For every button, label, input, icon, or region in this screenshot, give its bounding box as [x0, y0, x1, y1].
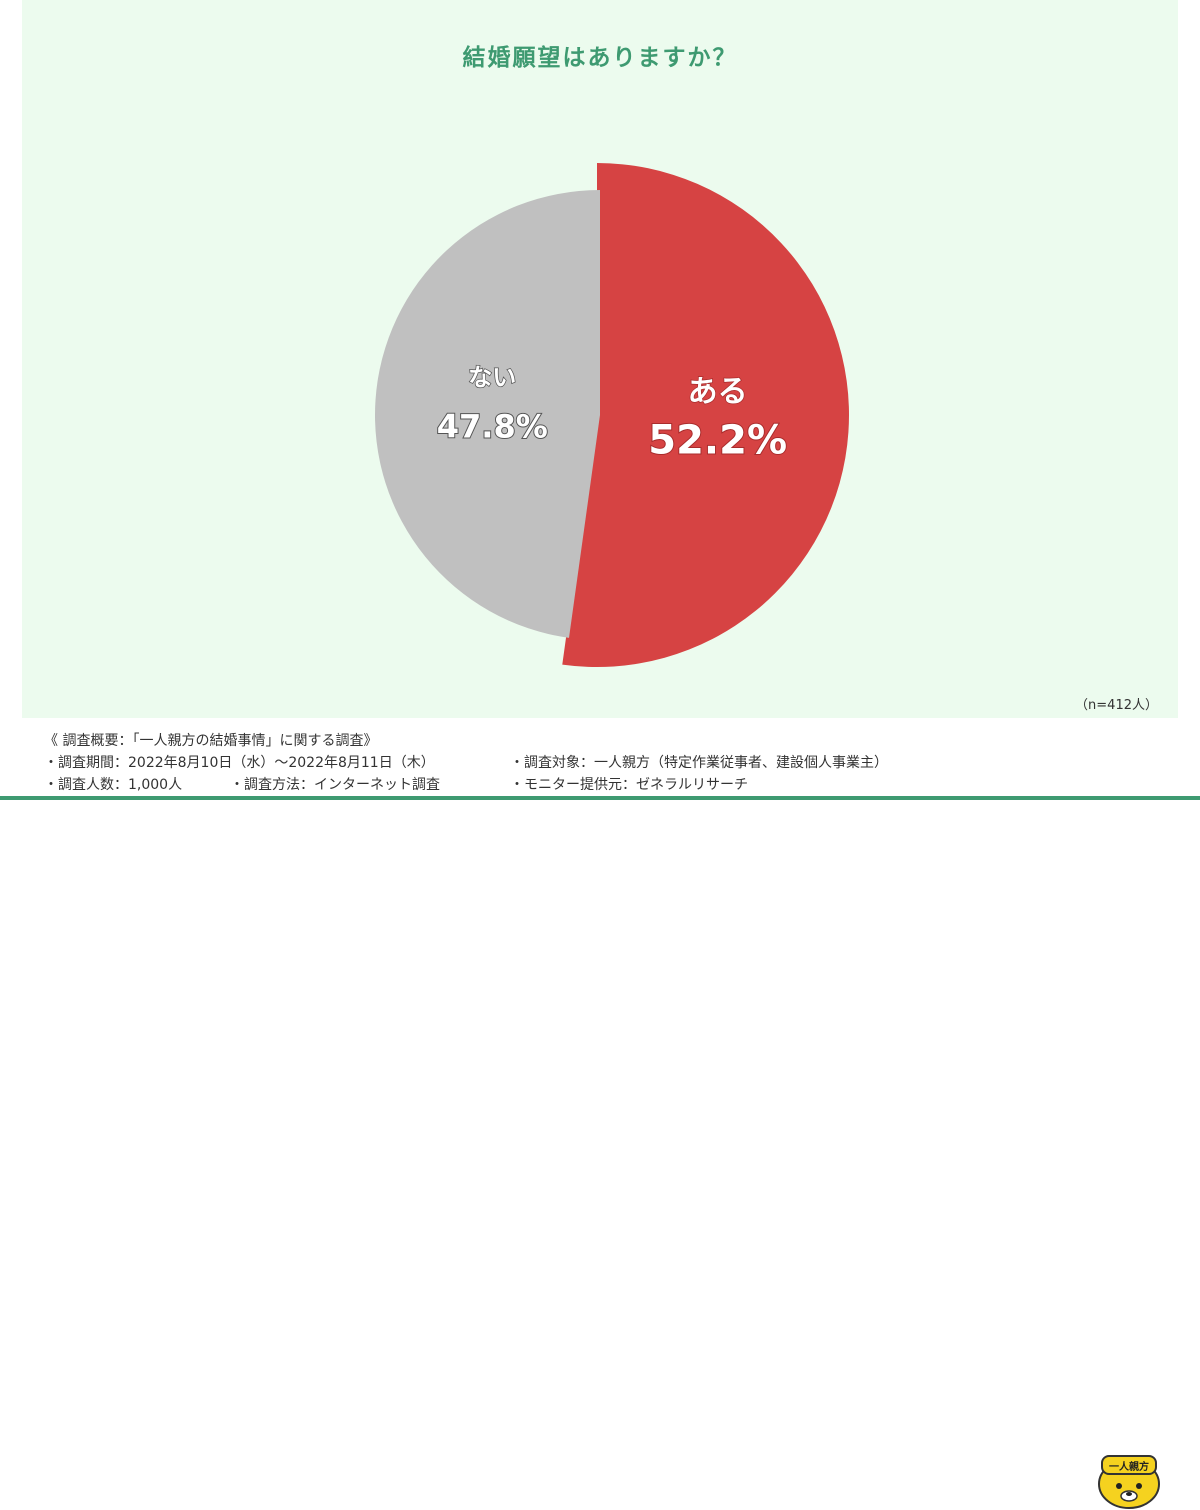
pie-slice-1 — [562, 163, 849, 667]
slice-label-1: ある — [688, 374, 748, 409]
slice-value-label-2: 47.8% — [437, 408, 548, 446]
survey-method: ・調査方法：インターネット調査 — [230, 777, 440, 793]
mascot-logo: 一人親方 — [1098, 1455, 1160, 1509]
chart-title: 結婚願望はありますか？ — [462, 45, 738, 71]
bottom-rule — [0, 796, 1200, 800]
mascot-helmet-text: 一人親方 — [1109, 1460, 1149, 1473]
slice-label-2: ない — [468, 364, 516, 392]
pie-slice-2 — [375, 190, 600, 638]
survey-provider: ・モニター提供元：ゼネラルリサーチ — [510, 777, 748, 793]
pie-chart: ある 52.2% ない 47.8% — [375, 163, 849, 667]
survey-count: ・調査人数：1,000人 — [44, 777, 183, 793]
survey-period: ・調査期間：2022年8月10日（水）～2022年8月11日（木） — [44, 755, 435, 771]
survey-footer: 《 調査概要：「一人親方の結婚事情」に関する調査》 ・調査期間：2022年8月1… — [0, 718, 1200, 1509]
survey-overview: 《 調査概要：「一人親方の結婚事情」に関する調査》 — [44, 733, 378, 749]
survey-target: ・調査対象：一人親方（特定作業従事者、建設個人事業主） — [510, 755, 888, 771]
slice-value-label-1: 52.2% — [648, 417, 787, 463]
chart-panel: 結婚願望はありますか？ ある 52.2% ない 47.8% （n=412人） — [22, 0, 1178, 718]
sample-size-note: （n=412人） — [1075, 698, 1158, 713]
